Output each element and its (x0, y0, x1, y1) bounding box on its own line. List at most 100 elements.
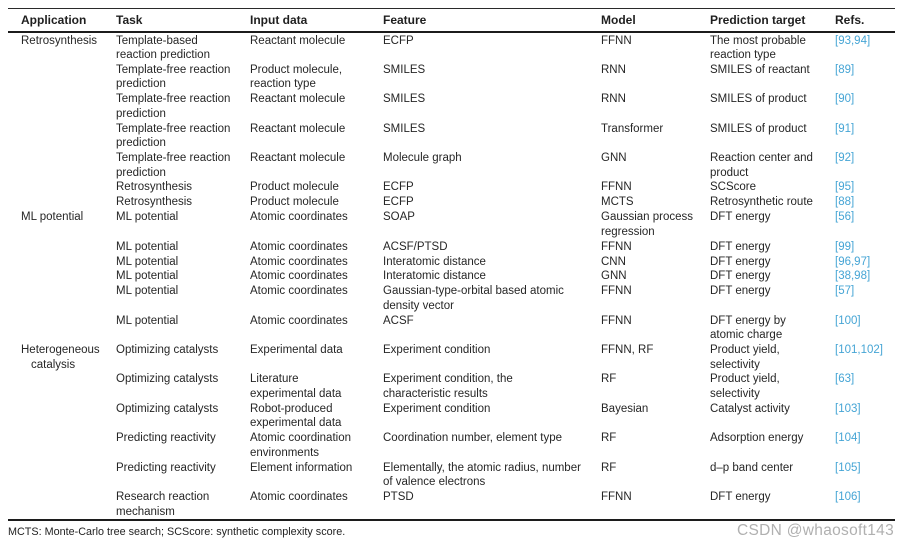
reference-link[interactable]: [106] (835, 491, 861, 504)
reference-link[interactable]: [95] (835, 181, 855, 194)
cell-input-data: Reactant molecule (250, 152, 346, 165)
cell-feature: ECFP (383, 196, 414, 209)
cell-model: RNN (601, 93, 626, 106)
cell-refs: [101,102] (835, 343, 895, 372)
cell-application (8, 195, 116, 210)
table-row: Predicting reactivity Atomic coordination… (8, 431, 895, 460)
table-row: ML potential Atomic coordinates ACSF/PTSD F… (8, 239, 895, 254)
cell-application (8, 372, 116, 401)
table-row: Optimizing catalysts Robot-produced exper… (8, 401, 895, 430)
reference-link[interactable]: [63] (835, 373, 855, 386)
reference-link[interactable]: [96,97] (835, 255, 871, 268)
cell-feature: Coordination number, element type (383, 432, 562, 445)
table-row: Heterogeneous catalysis Optimizing cataly… (8, 343, 895, 372)
cell-task: Optimizing catalysts (116, 344, 219, 357)
reference-link[interactable]: [92] (835, 152, 855, 165)
cell-prediction-target: The most probable reaction type (710, 34, 806, 62)
reference-link[interactable]: [103] (835, 402, 861, 415)
cell-prediction-target: SCScore (710, 181, 757, 194)
literature-table: Application Task Input data Feature Mode… (8, 8, 895, 522)
cell-feature: Interatomic distance (383, 255, 486, 268)
cell-application (8, 239, 116, 254)
cell-prediction-target: DFT energy (710, 240, 771, 253)
table-row: Template-free reaction prediction Reactan… (8, 151, 895, 180)
cell-task: Research reaction mechanism (116, 491, 210, 518)
cell-application (8, 490, 116, 520)
cell-input-data: Experimental data (250, 344, 343, 357)
cell-input-data: Product molecule (250, 181, 339, 194)
table-row: Template-free reaction prediction Reactan… (8, 92, 895, 121)
cell-refs: [91] (835, 121, 895, 150)
reference-link[interactable]: [101,102] (835, 344, 883, 357)
reference-link[interactable]: [99] (835, 240, 855, 253)
cell-model: RF (601, 432, 617, 445)
cell-prediction-target: DFT energy (710, 285, 771, 298)
cell-input-data: Literature experimental data (250, 373, 342, 400)
table-row: Optimizing catalysts Literature experimen… (8, 372, 895, 401)
reference-link[interactable]: [88] (835, 196, 855, 209)
cell-input-data: Element information (250, 461, 353, 474)
cell-prediction-target: SMILES of product (710, 93, 807, 106)
cell-feature: Experiment condition (383, 344, 491, 357)
cell-refs: [105] (835, 460, 895, 489)
cell-prediction-target: Reaction center and product (710, 152, 813, 179)
reference-link[interactable]: [56] (835, 211, 855, 224)
cell-model: Gaussian process regression (601, 211, 694, 238)
cell-task: Template-based reaction prediction (116, 34, 210, 62)
reference-link[interactable]: [38,98] (835, 270, 871, 283)
cell-feature: ECFP (383, 181, 414, 194)
table-row: Template-free reaction prediction Reactan… (8, 121, 895, 150)
cell-prediction-target: DFT energy (710, 255, 771, 268)
reference-link[interactable]: [57] (835, 285, 855, 298)
cell-application: Retrosynthesis (21, 34, 98, 47)
cell-application (8, 151, 116, 180)
column-header-feature: Feature (383, 8, 601, 33)
cell-feature: PTSD (383, 491, 414, 504)
cell-refs: [103] (835, 401, 895, 430)
table-row: ML potential Atomic coordinates Interatomi… (8, 254, 895, 269)
cell-prediction-target: DFT energy (710, 211, 771, 224)
cell-application (8, 269, 116, 284)
cell-task: ML potential (116, 211, 179, 224)
cell-application (8, 313, 116, 342)
cell-task: Template-free reaction prediction (116, 93, 231, 120)
reference-link[interactable]: [100] (835, 314, 861, 327)
cell-task: ML potential (116, 270, 179, 283)
reference-link[interactable]: [90] (835, 93, 855, 106)
cell-task: Retrosynthesis (116, 196, 193, 209)
cell-input-data: Product molecule, reaction type (250, 63, 343, 91)
cell-task: Optimizing catalysts (116, 402, 219, 415)
cell-feature: ECFP (383, 34, 414, 47)
reference-link[interactable]: [93,94] (835, 34, 871, 47)
reference-link[interactable]: [91] (835, 122, 855, 135)
table-row: ML potential Atomic coordinates Gaussian-t… (8, 284, 895, 313)
cell-model: GNN (601, 152, 627, 165)
cell-model: FFNN (601, 491, 632, 504)
cell-model: CNN (601, 255, 626, 268)
cell-application (8, 63, 116, 92)
cell-input-data: Product molecule (250, 196, 339, 209)
column-header-task: Task (116, 8, 250, 33)
cell-application (8, 121, 116, 150)
cell-refs: [95] (835, 180, 895, 195)
cell-application (8, 460, 116, 489)
table-row: Retrosynthesis Product molecule ECFP MCTS Re… (8, 195, 895, 210)
cell-feature: SMILES (383, 63, 426, 76)
reference-link[interactable]: [104] (835, 432, 861, 445)
cell-input-data: Atomic coordinates (250, 211, 348, 224)
cell-refs: [56] (835, 210, 895, 239)
cell-input-data: Reactant molecule (250, 93, 346, 106)
cell-prediction-target: DFT energy by atomic charge (710, 314, 786, 342)
cell-application (8, 401, 116, 430)
reference-link[interactable]: [89] (835, 63, 855, 76)
column-header-refs: Refs. (835, 8, 895, 33)
cell-input-data: Atomic coordination environments (250, 432, 351, 459)
cell-application (8, 92, 116, 121)
cell-refs: [89] (835, 63, 895, 92)
reference-link[interactable]: [105] (835, 461, 861, 474)
cell-application: ML potential (21, 211, 84, 224)
cell-task: Template-free reaction prediction (116, 63, 231, 91)
cell-input-data: Reactant molecule (250, 34, 346, 47)
table-row: Retrosynthesis Product molecule ECFP FFNN SC… (8, 180, 895, 195)
